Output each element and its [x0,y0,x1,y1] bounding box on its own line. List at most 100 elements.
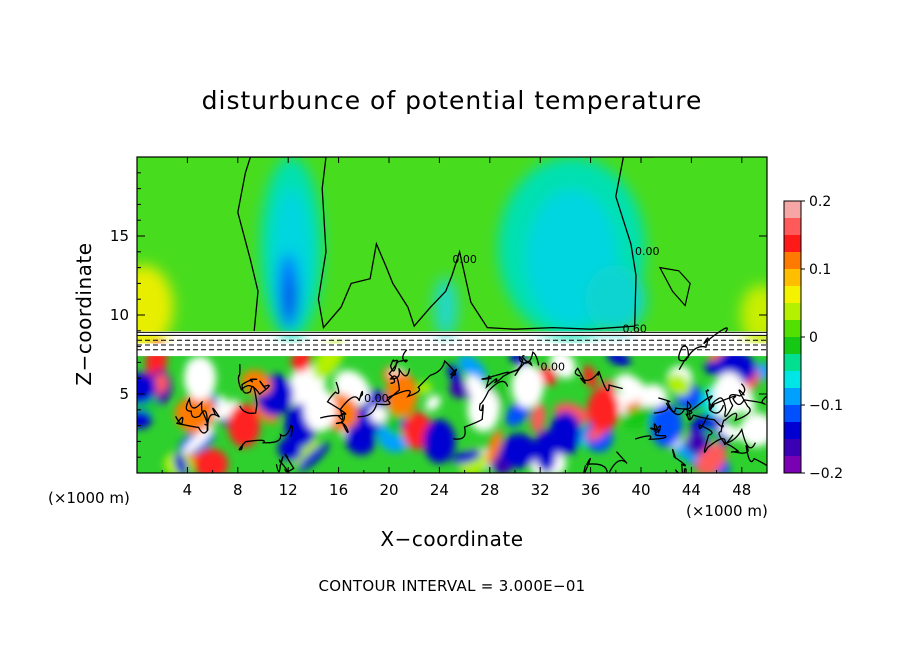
colorbar: 0.2 0.1 0 −0.1 −0.2 [783,194,843,482]
contour-lower [653,395,714,421]
lower-column [303,387,336,432]
lower-eddy [182,425,215,455]
x-tick-label: 16 [329,481,348,499]
y-tick-label: 5 [119,385,129,403]
colorbar-swatch [784,252,801,270]
tropopause-band [137,331,767,336]
lower-column [423,419,456,464]
colorbar-swatch [784,354,801,372]
contour-lower [698,414,756,453]
lower-eddy [344,424,376,456]
contour-lines: 0.00 0.00 0.60 0.00 0.00 [137,157,767,473]
contour-lower [387,359,458,399]
lower-eddy [486,429,502,464]
colorbar-swatch [784,286,801,304]
lower-eddy [583,365,597,389]
contour-interval-note: CONTOUR INTERVAL = 3.000E−01 [318,577,586,595]
lower-eddy [174,452,188,473]
colorbar-swatch [784,337,801,355]
contour-label-2: 0.00 [635,245,660,258]
colorbar-swatch [784,235,801,253]
colorbar-swatch [784,439,801,457]
lower-column [184,356,216,401]
lower-eddy [451,449,482,465]
contour-lower [574,367,623,392]
colorbar-swatch [784,388,801,406]
colorbar-swatch [784,303,801,321]
colorbar-label: 0.2 [809,194,831,210]
colorbar-swatch [784,422,801,440]
upper-plume-small [585,265,646,334]
x-unit-label-right: (×1000 m) [686,502,768,520]
contour-label-4: 0.00 [541,360,566,373]
contour-lower [238,424,293,451]
lower-column [587,387,620,432]
contour-lower [634,423,667,440]
lower-eddy [458,354,487,383]
colorbar-swatch [784,456,801,474]
contour-upper-loop [658,266,691,307]
lower-eddy [500,433,538,469]
lower-eddy [530,403,546,433]
lower-eddy [638,384,668,412]
x-tick-label: 48 [732,481,751,499]
colorbar-swatch [784,371,801,389]
contour-lower [481,351,540,380]
colorbar-label: 0.1 [809,262,831,278]
upper-warm-patch [137,265,174,350]
contour-lower [175,407,220,434]
contour-upper [237,157,654,331]
lower-column [713,372,746,416]
contour-lower [237,364,270,396]
x-tick-label: 44 [682,481,701,499]
x-unit-label-left: (×1000 m) [48,489,130,507]
lower-eddy [695,443,727,473]
colorbar-label: −0.1 [809,398,843,414]
lower-column [228,403,261,448]
heatmap-field [137,157,767,473]
lower-eddy [739,413,767,447]
lower-eddy [297,442,330,472]
lower-eddy [671,441,703,462]
lower-eddy [550,349,576,379]
upper-variations [137,157,767,350]
contour-label-3: 0.60 [622,322,647,335]
contour-lower [723,442,767,467]
contour-lower [678,327,728,371]
contour-lower [453,380,509,440]
colorbar-label: −0.2 [809,466,843,482]
lower-column [650,403,683,448]
y-tick-label: 10 [110,306,129,324]
colorbar-swatch [784,405,801,423]
x-tick-label: 40 [631,481,650,499]
lower-eddy [137,372,157,404]
x-tick-label: 36 [581,481,600,499]
contour-label-1: 0.00 [452,253,477,266]
contour-lower [239,378,258,414]
contour-lower [275,453,295,473]
lower-eddy [241,369,272,396]
lower-eddy [685,430,710,456]
colorbar-swatch [784,201,801,219]
upper-plume-deep [286,277,297,322]
upper-warm-patch [740,285,767,345]
contour-lower [485,354,533,389]
contour-lower [357,367,411,418]
contour-lower [583,451,628,473]
upper-plume-small [433,277,458,338]
lower-eddy [218,399,239,420]
chart-title: disturbunce of potential temperature [201,86,703,115]
colorbar-label: 0 [809,330,818,346]
lower-eddy [193,448,229,473]
x-tick-label: 12 [279,481,298,499]
colorbar-swatch [784,218,801,236]
contour-lower [708,383,746,418]
x-tick-label: 4 [183,481,193,499]
colorbar-swatch [784,320,801,338]
x-axis-label: X−coordinate [380,527,524,551]
contour-lower [185,396,208,430]
contour-lower [658,397,724,428]
contour-label-5: 0.00 [364,392,389,405]
